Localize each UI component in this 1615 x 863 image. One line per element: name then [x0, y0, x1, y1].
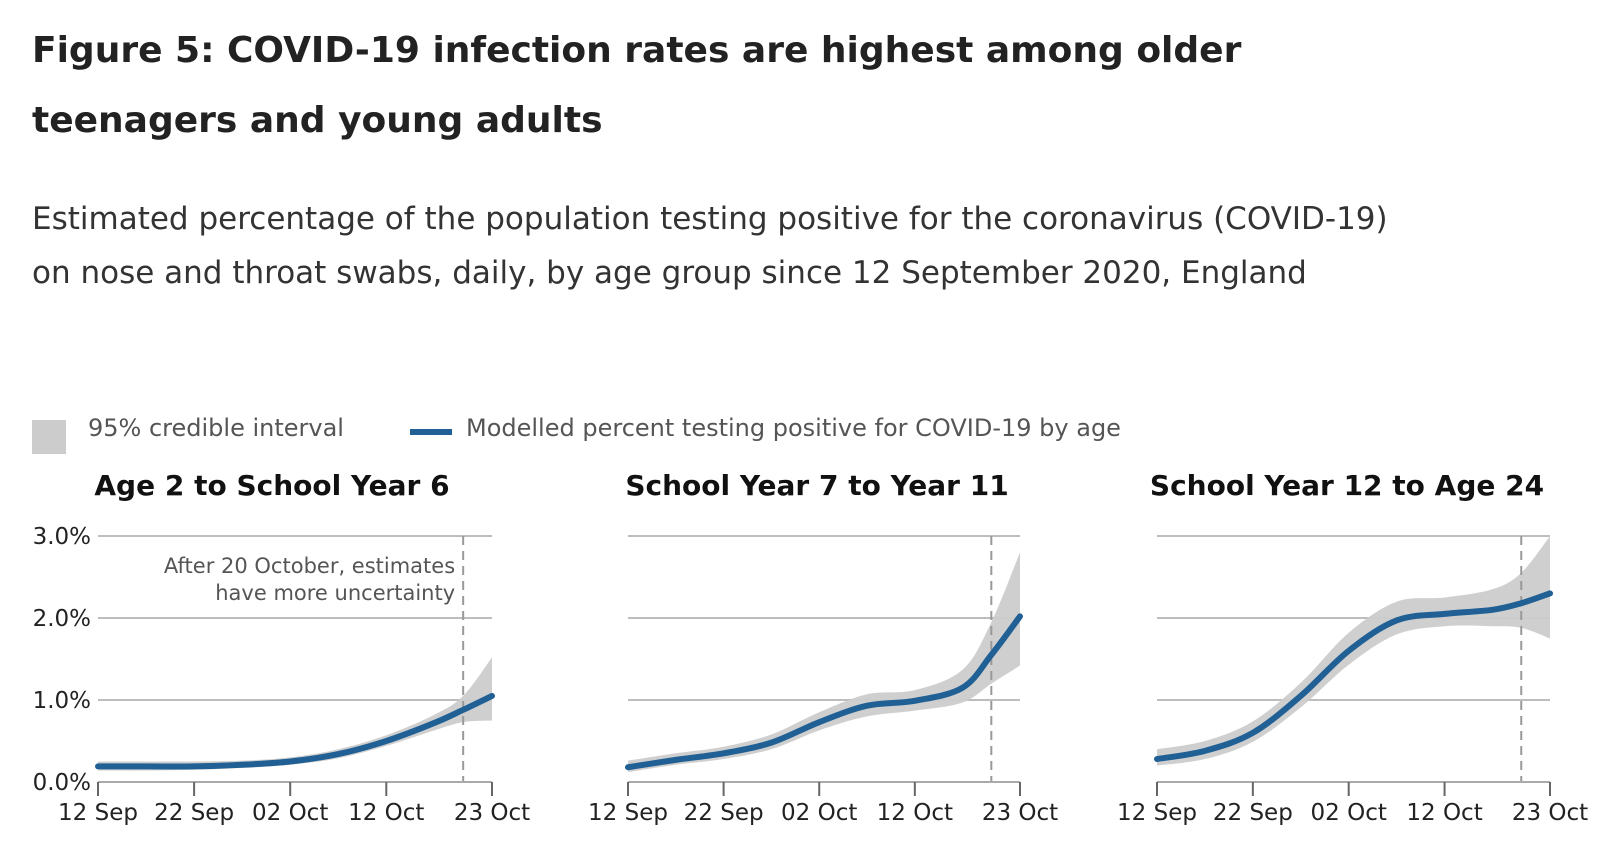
- panel-title: School Year 12 to Age 24: [1150, 469, 1544, 502]
- y-tick-label: 1.0%: [33, 688, 91, 714]
- chart-title: Figure 5: COVID-19 infection rates are h…: [32, 30, 1242, 141]
- x-tick-label: 02 Oct: [781, 800, 857, 826]
- legend-label-modelled-line: Modelled percent testing positive for CO…: [466, 414, 1121, 442]
- chart-subtitle: Estimated percentage of the population t…: [32, 201, 1388, 291]
- y-tick-label: 2.0%: [33, 606, 91, 632]
- modelled-line: [625, 613, 1023, 771]
- modelled-line: [1154, 590, 1553, 763]
- panel-title: School Year 7 to Year 11: [625, 469, 1008, 502]
- y-tick-label: 0.0%: [33, 770, 91, 796]
- x-tick-label: 02 Oct: [1311, 800, 1387, 826]
- y-tick-label: 3.0%: [33, 524, 91, 550]
- credible-interval-band: [628, 552, 1020, 773]
- x-tick-label: 23 Oct: [454, 800, 530, 826]
- x-tick-label: 12 Sep: [58, 800, 138, 826]
- x-tick-label: 22 Sep: [154, 800, 234, 826]
- legend-swatch-credible-interval: [32, 420, 66, 454]
- x-tick-label: 23 Oct: [982, 800, 1058, 826]
- chart-panel-1: Age 2 to School Year 6 0.0% 1.0% 2.0% 3.0% Af…: [33, 469, 531, 826]
- reference-annotation: have more uncertainty: [215, 581, 455, 605]
- legend-label-credible-interval: 95% credible interval: [88, 414, 344, 442]
- x-tick-label: 22 Sep: [1213, 800, 1293, 826]
- x-tick-label: 12 Oct: [348, 800, 424, 826]
- chart-panel-3: School Year 12 to Age 24 12 Sep 22 Sep 02 O…: [1117, 469, 1588, 826]
- panel-title: Age 2 to School Year 6: [94, 469, 449, 502]
- x-tick-label: 02 Oct: [252, 800, 328, 826]
- x-tick-label: 22 Sep: [684, 800, 764, 826]
- x-tick-label: 12 Oct: [1406, 800, 1482, 826]
- x-tick-label: 12 Sep: [588, 800, 668, 826]
- x-tick-label: 12 Sep: [1117, 800, 1197, 826]
- credible-interval-band: [98, 657, 492, 771]
- legend: 95% credible interval Modelled percent t…: [32, 408, 1532, 454]
- reference-annotation: After 20 October, estimates: [164, 554, 455, 578]
- legend-swatch-modelled-line: [410, 429, 452, 435]
- chart-panel-2: School Year 7 to Year 11 12 Sep 22 Sep 02 O…: [588, 469, 1058, 826]
- x-tick-label: 23 Oct: [1512, 800, 1588, 826]
- x-tick-label: 12 Oct: [877, 800, 953, 826]
- modelled-line: [95, 692, 495, 770]
